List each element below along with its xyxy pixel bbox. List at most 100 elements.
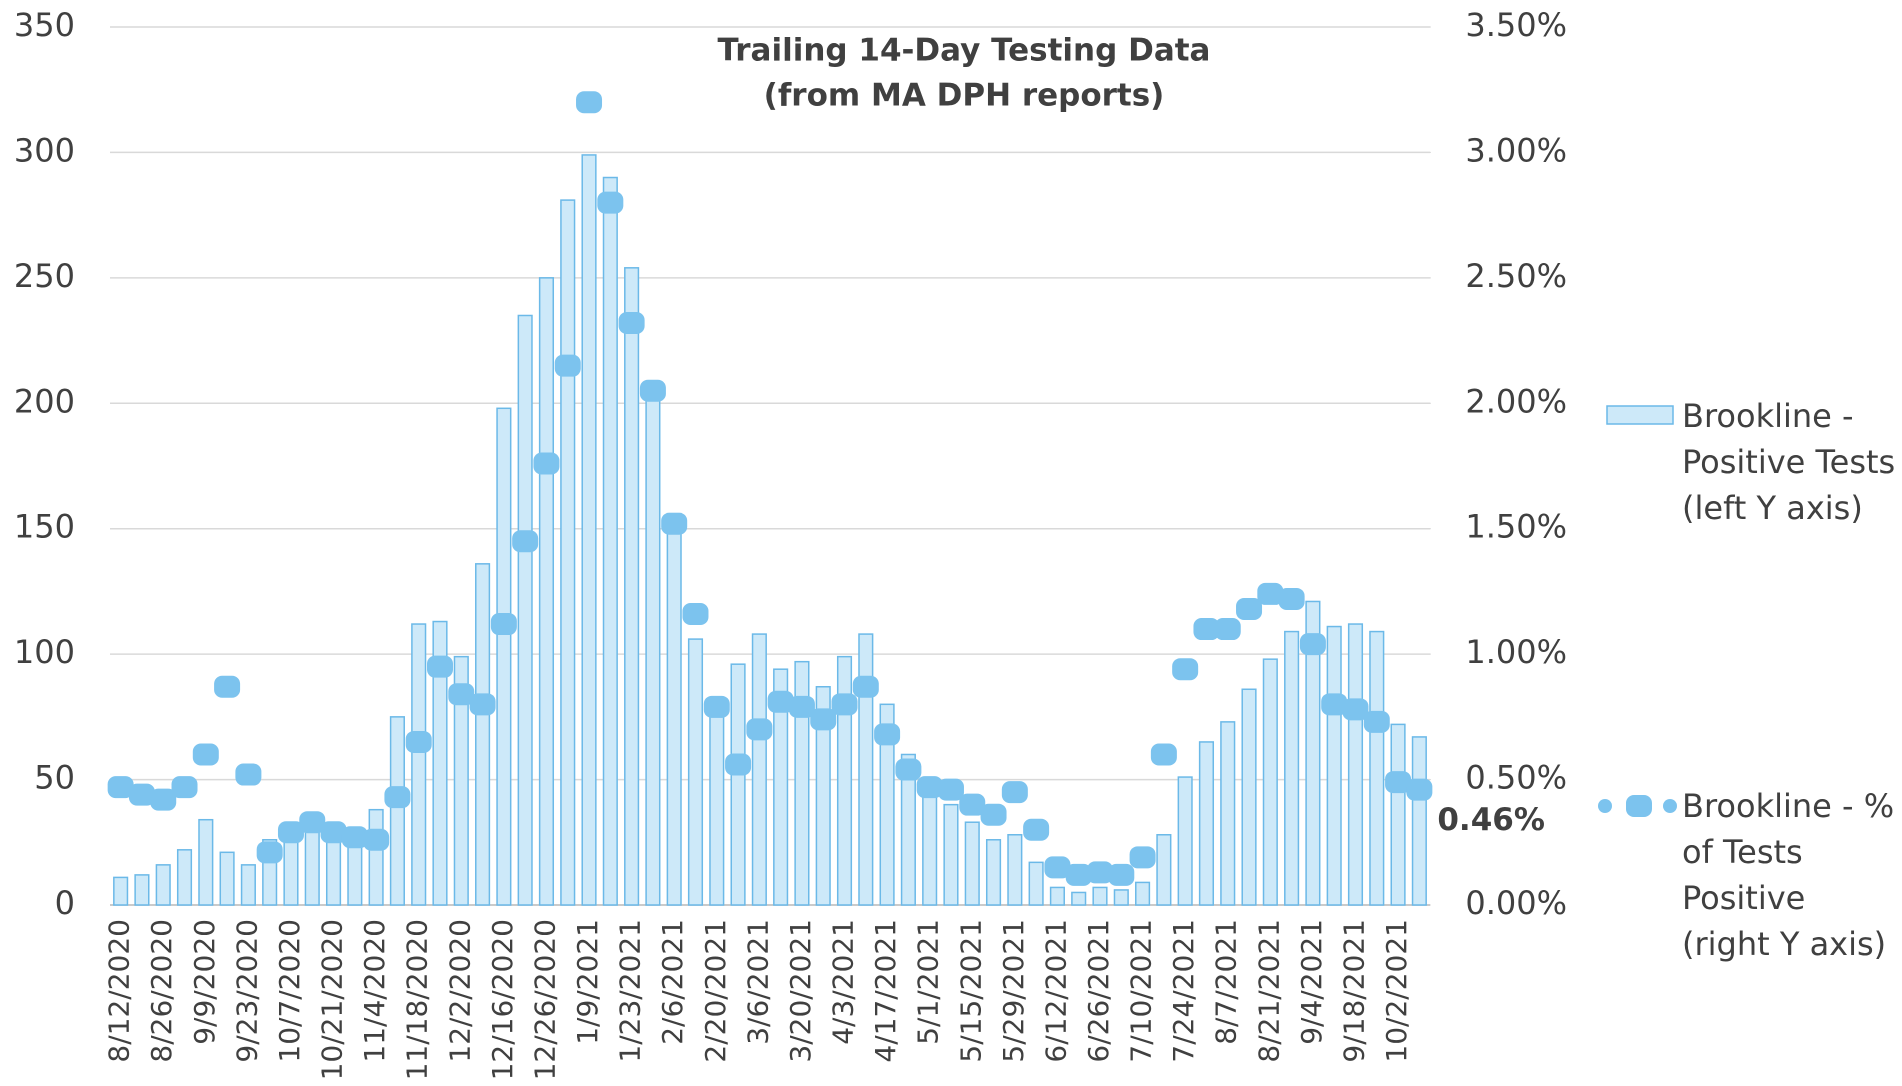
x-tick-label: 2/20/2021 [699, 919, 732, 1063]
bar [411, 623, 427, 906]
legend-swatch [1626, 795, 1652, 817]
y2-tick-label: 0.00% [1465, 884, 1567, 922]
bar [475, 563, 491, 906]
y-tick-label: 200 [14, 382, 75, 420]
bar [155, 864, 171, 906]
legend-swatch [1598, 799, 1612, 813]
marker [725, 753, 752, 776]
x-tick-label: 12/26/2020 [528, 919, 561, 1080]
marker [703, 695, 730, 718]
y2-tick-label: 1.00% [1465, 633, 1567, 671]
marker [363, 828, 390, 851]
bar [645, 387, 661, 906]
marker [299, 811, 326, 834]
marker [788, 695, 815, 718]
marker [214, 675, 241, 698]
marker [1214, 618, 1241, 641]
x-tick-label: 2/6/2021 [656, 919, 689, 1045]
bar [836, 655, 853, 906]
marker [895, 758, 922, 781]
marker [235, 763, 262, 786]
x-tick-label: 1/23/2021 [614, 919, 647, 1063]
marker [384, 786, 411, 809]
marker [554, 354, 581, 377]
bar [1092, 886, 1108, 906]
bar [730, 663, 746, 906]
marker [1150, 743, 1177, 766]
marker [1406, 778, 1433, 801]
marker [405, 730, 432, 753]
marker [320, 821, 347, 844]
marker [1342, 698, 1369, 721]
x-tick-label: 6/12/2021 [1039, 919, 1072, 1063]
marker [192, 743, 219, 766]
bar [432, 620, 448, 906]
marker [959, 793, 986, 816]
bar [1369, 630, 1385, 906]
marker [1108, 863, 1135, 886]
bar [1347, 623, 1364, 906]
bar [1220, 721, 1236, 906]
marker [831, 693, 858, 716]
bar [1241, 688, 1257, 906]
bar [943, 803, 959, 906]
bar [879, 703, 895, 906]
bar [985, 839, 1002, 906]
marker [107, 776, 134, 799]
bar [1284, 630, 1300, 906]
marker [512, 530, 539, 553]
y2-tick-label: 3.00% [1465, 131, 1567, 169]
bar [1305, 600, 1321, 906]
bar [773, 668, 789, 906]
marker [1257, 582, 1284, 605]
bar [560, 199, 576, 906]
bar [900, 753, 916, 906]
marker [767, 690, 794, 713]
marker [150, 788, 177, 811]
y2-tick-label: 3.50% [1465, 6, 1567, 44]
x-tick-label: 4/17/2021 [869, 919, 902, 1063]
bar [113, 876, 129, 906]
bar [1198, 741, 1215, 906]
x-tick-label: 8/12/2020 [103, 919, 136, 1063]
x-tick-label: 4/3/2021 [827, 919, 860, 1045]
bar [176, 849, 193, 906]
bar [134, 874, 150, 906]
bar [1326, 625, 1342, 906]
bar [964, 821, 980, 906]
chart-subtitle: (from MA DPH reports) [764, 78, 1165, 114]
x-tick-label: 11/18/2020 [401, 919, 434, 1080]
bar [368, 808, 384, 906]
bar [581, 154, 597, 906]
x-tick-label: 10/7/2020 [273, 919, 306, 1063]
marker [1172, 658, 1199, 681]
y2-tick-label: 2.00% [1465, 382, 1567, 420]
x-tick-label: 8/21/2021 [1252, 919, 1285, 1063]
bar [858, 633, 874, 906]
chart-title: Trailing 14-Day Testing Data [718, 33, 1211, 69]
bar [602, 176, 618, 906]
x-tick-label: 12/2/2020 [443, 919, 476, 1063]
marker [1087, 861, 1113, 884]
bar [687, 638, 704, 906]
data-label: 0.46% [1437, 802, 1545, 838]
bar [1007, 834, 1023, 906]
bar [1071, 891, 1087, 906]
bar [794, 660, 810, 906]
y2-tick-label: 1.50% [1465, 508, 1567, 546]
marker [256, 841, 283, 864]
x-tick-label: 7/10/2021 [1125, 919, 1158, 1063]
legend-label: Brookline - % of Tests Positive (right Y… [1682, 787, 1895, 963]
bar [198, 818, 214, 906]
marker [746, 718, 773, 741]
marker [128, 783, 155, 806]
bar [815, 686, 831, 906]
marker [1299, 633, 1326, 656]
x-tick-label: 3/6/2021 [741, 919, 774, 1045]
marker [1129, 846, 1156, 869]
marker [341, 826, 368, 849]
legend-swatch [1663, 799, 1677, 813]
bar [496, 407, 512, 906]
